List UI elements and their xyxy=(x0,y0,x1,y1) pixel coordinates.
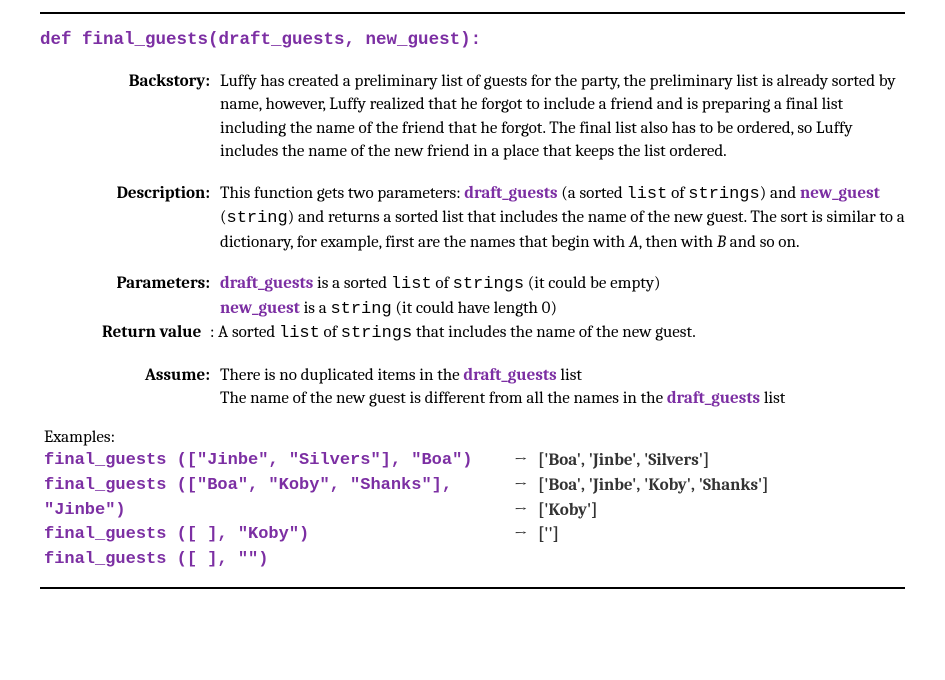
param-frag: (it could have length 0) xyxy=(392,299,557,318)
bottom-rule xyxy=(40,587,905,589)
example-result-text: ['Koby'] xyxy=(538,501,597,520)
param-ref-draft-guests: draft_guests xyxy=(463,366,556,385)
assume-text: There is no duplicated items in the draf… xyxy=(220,364,905,411)
return-frag: that includes the name of the new guest. xyxy=(412,323,696,342)
desc-frag: , then with xyxy=(639,233,717,252)
assume-frag: The name of the new guest is different f… xyxy=(220,389,667,408)
assume-frag: There is no duplicated items in the xyxy=(220,366,463,385)
backstory-block: Backstory: Luffy has created a prelimina… xyxy=(40,70,905,164)
type-strings: strings xyxy=(453,275,524,294)
type-list: list xyxy=(627,185,668,204)
param-frag: (it could be empty) xyxy=(524,274,660,293)
assume-frag: list xyxy=(760,389,785,408)
type-list: list xyxy=(391,275,432,294)
problem-spec-page: def final_guests(draft_guests, new_guest… xyxy=(0,0,945,613)
example-result-text: ['Boa', 'Jinbe', 'Koby', 'Shanks'] xyxy=(538,476,769,495)
example-result: →['Boa', 'Jinbe', 'Koby', 'Shanks'] xyxy=(514,474,905,499)
return-label: Return value xyxy=(40,321,220,345)
example-call: final_guests ([ ], "Koby") xyxy=(44,523,514,548)
arrow-icon: → xyxy=(514,449,538,474)
example-result: →['Koby'] xyxy=(514,499,905,524)
param-frag: is a xyxy=(300,299,331,318)
examples-block: final_guests (["Jinbe", "Silvers"], "Boa… xyxy=(44,449,905,572)
letter-a: A xyxy=(629,233,639,252)
description-block: Description: This function gets two para… xyxy=(40,182,905,254)
parameters-text: draft_guests is a sorted list of strings… xyxy=(220,272,905,321)
arrow-icon: → xyxy=(514,474,538,499)
example-result-text: ['Boa', 'Jinbe', 'Silvers'] xyxy=(538,451,709,470)
examples-label: Examples: xyxy=(44,428,905,447)
arrow-icon: → xyxy=(514,499,538,524)
examples-results-col: →['Boa', 'Jinbe', 'Silvers'] →['Boa', 'J… xyxy=(514,449,905,572)
desc-frag: and so on. xyxy=(726,233,800,252)
example-call: final_guests ([ ], "") xyxy=(44,548,514,573)
example-result-text: [''] xyxy=(538,525,559,544)
example-call: final_guests (["Jinbe", "Silvers"], "Boa… xyxy=(44,449,514,474)
type-list: list xyxy=(279,324,320,343)
param-ref-draft-guests: draft_guests xyxy=(220,274,313,293)
desc-frag: This function gets two parameters: xyxy=(220,184,464,203)
parameters-block: Parameters: draft_guests is a sorted lis… xyxy=(40,272,905,321)
type-strings: strings xyxy=(688,185,759,204)
description-text: This function gets two parameters: draft… xyxy=(220,182,905,254)
return-text: : A sorted list of strings that includes… xyxy=(210,321,905,345)
param-ref-draft-guests: draft_guests xyxy=(667,389,760,408)
example-call: final_guests (["Boa", "Koby", "Shanks"],… xyxy=(44,474,514,523)
param-frag: of xyxy=(432,274,453,293)
arrow-icon: → xyxy=(514,523,538,548)
return-frag: : A sorted xyxy=(210,323,279,342)
examples-calls-col: final_guests (["Jinbe", "Silvers"], "Boa… xyxy=(44,449,514,572)
return-frag: of xyxy=(320,323,341,342)
type-string: string xyxy=(330,300,391,319)
desc-frag: ) and returns a sorted list that include… xyxy=(220,208,905,251)
type-strings: strings xyxy=(341,324,412,343)
type-string: string xyxy=(227,209,288,228)
param-line-draft-guests: draft_guests is a sorted list of strings… xyxy=(220,272,905,296)
backstory-label: Backstory: xyxy=(40,70,220,164)
example-result: →[''] xyxy=(514,523,905,548)
assume-block: Assume: There is no duplicated items in … xyxy=(40,364,905,411)
assume-line: There is no duplicated items in the draf… xyxy=(220,364,905,387)
example-result: →['Boa', 'Jinbe', 'Silvers'] xyxy=(514,449,905,474)
param-ref-new-guest: new_guest xyxy=(220,299,300,318)
assume-frag: list xyxy=(557,366,582,385)
return-block: Return value : A sorted list of strings … xyxy=(40,321,905,345)
desc-frag: of xyxy=(667,184,688,203)
param-line-new-guest: new_guest is a string (it could have len… xyxy=(220,297,905,321)
param-frag: is a sorted xyxy=(313,274,391,293)
function-signature: def final_guests(draft_guests, new_guest… xyxy=(40,30,905,50)
top-rule xyxy=(40,12,905,14)
letter-b: B xyxy=(717,233,726,252)
assume-label: Assume: xyxy=(40,364,220,411)
param-ref-draft-guests: draft_guests xyxy=(464,184,557,203)
parameters-label: Parameters: xyxy=(40,272,220,321)
backstory-text: Luffy has created a preliminary list of … xyxy=(220,70,905,164)
description-label: Description: xyxy=(40,182,220,254)
assume-line: The name of the new guest is different f… xyxy=(220,387,905,410)
desc-frag: ) and xyxy=(760,184,800,203)
param-ref-new-guest: new_guest xyxy=(800,184,880,203)
desc-frag: (a sorted xyxy=(558,184,627,203)
